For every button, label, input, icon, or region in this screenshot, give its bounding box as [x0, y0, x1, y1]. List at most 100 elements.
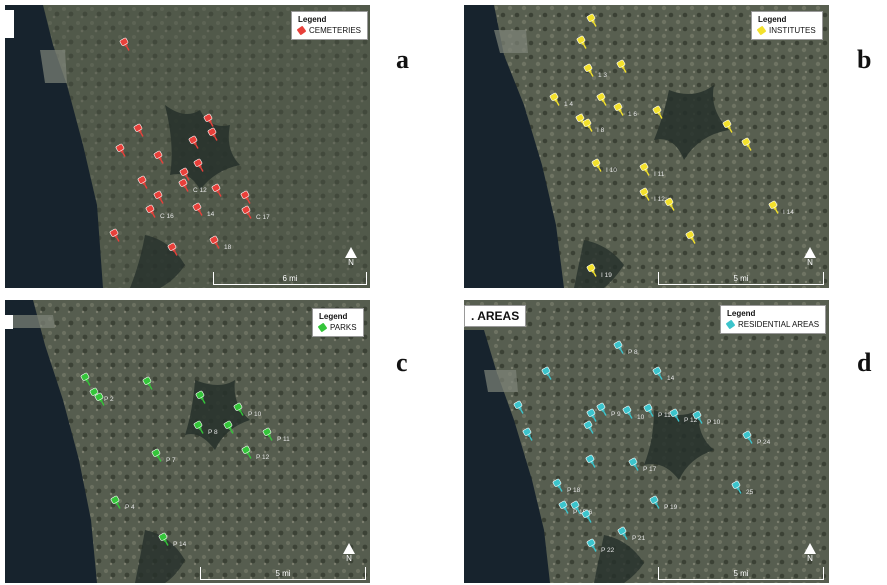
map-marker[interactable]: [207, 127, 220, 142]
map-marker[interactable]: [586, 13, 599, 28]
legend-entry: PARKS: [317, 322, 357, 333]
map-panel-cemeteries: C 12 14 C 16 C 17 18 Legend CEMETERIES N 6 m…: [5, 5, 370, 288]
map-marker[interactable]: [193, 158, 206, 173]
map-marker[interactable]: [513, 400, 526, 415]
marker-label: I 10: [606, 167, 617, 174]
map-marker[interactable]: [94, 392, 107, 407]
map-marker[interactable]: [192, 202, 205, 217]
legend-entry-label: PARKS: [330, 323, 357, 332]
map-marker[interactable]: [722, 119, 735, 134]
map-marker[interactable]: [613, 102, 626, 117]
marker-label: P 8: [208, 429, 218, 436]
map-marker[interactable]: [233, 402, 246, 417]
map-marker[interactable]: [119, 37, 132, 52]
map-marker[interactable]: [240, 190, 253, 205]
map-marker[interactable]: [203, 113, 216, 128]
map-marker[interactable]: [596, 92, 609, 107]
marker-label: P 22: [601, 547, 615, 554]
map-marker[interactable]: [628, 457, 641, 472]
map-marker[interactable]: [585, 454, 598, 469]
map-marker[interactable]: [262, 427, 275, 442]
map-marker[interactable]: [664, 197, 677, 212]
map-marker[interactable]: [80, 372, 93, 387]
map-marker[interactable]: [639, 187, 652, 202]
map-marker[interactable]: [153, 190, 166, 205]
marker-label: P 2: [104, 396, 114, 403]
map-marker[interactable]: [596, 402, 609, 417]
map-marker[interactable]: [137, 175, 150, 190]
map-marker[interactable]: [669, 408, 682, 423]
marker-label: I 19: [601, 272, 612, 279]
marker-label: P 10: [707, 419, 721, 426]
map-marker[interactable]: [549, 92, 562, 107]
marker-label: 14: [667, 375, 675, 382]
map-marker[interactable]: [522, 427, 535, 442]
map-marker[interactable]: [145, 204, 158, 219]
map-marker[interactable]: [583, 420, 596, 435]
north-arrow-icon: [343, 543, 355, 554]
map-marker[interactable]: [652, 105, 665, 120]
map-marker[interactable]: [643, 403, 656, 418]
map-marker[interactable]: [583, 63, 596, 78]
map-marker[interactable]: [241, 205, 254, 220]
map-marker[interactable]: [570, 500, 583, 515]
map-marker[interactable]: [179, 167, 192, 182]
map-marker[interactable]: [211, 183, 224, 198]
map-marker[interactable]: [158, 532, 171, 547]
panel-letter-a: a: [396, 45, 409, 74]
scale-bar: 5 mi: [200, 567, 366, 580]
map-marker[interactable]: [741, 137, 754, 152]
map-marker[interactable]: [652, 366, 665, 381]
map-marker[interactable]: [541, 366, 554, 381]
marker-label: P 8: [628, 349, 638, 356]
map-marker[interactable]: [649, 495, 662, 510]
map-marker[interactable]: [142, 376, 155, 391]
map-marker[interactable]: [151, 448, 164, 463]
map-marker[interactable]: [582, 118, 595, 133]
marker-label: P 24: [757, 439, 771, 446]
map-marker[interactable]: [241, 445, 254, 460]
map-marker[interactable]: [178, 178, 191, 193]
map-marker[interactable]: [576, 35, 589, 50]
map-marker[interactable]: [193, 420, 206, 435]
map-marker[interactable]: [586, 538, 599, 553]
markers-layer: C 12 14 C 16 C 17 18: [109, 37, 270, 257]
map-marker[interactable]: [622, 405, 635, 420]
marker-label: P 12: [256, 454, 270, 461]
map-marker[interactable]: [616, 59, 629, 74]
map-marker[interactable]: [586, 408, 599, 423]
marker-label: P 17: [643, 466, 657, 473]
map-marker[interactable]: [209, 235, 222, 250]
legend-entry: CEMETERIES: [296, 25, 361, 36]
map-marker[interactable]: [591, 158, 604, 173]
map-marker[interactable]: [685, 230, 698, 245]
map-marker[interactable]: [223, 420, 236, 435]
panel-letter-b: b: [857, 45, 872, 74]
map-marker[interactable]: [109, 228, 122, 243]
map-marker[interactable]: [586, 263, 599, 278]
map-marker[interactable]: [195, 390, 208, 405]
map-marker[interactable]: [742, 430, 755, 445]
map-marker[interactable]: [768, 200, 781, 215]
marker-label: 10: [637, 414, 645, 421]
map-marker[interactable]: [731, 480, 744, 495]
legend-title: Legend: [319, 312, 348, 321]
panel-letter-c: c: [396, 348, 408, 377]
map-marker[interactable]: [613, 340, 626, 355]
map-marker[interactable]: [153, 150, 166, 165]
map-marker[interactable]: [110, 495, 123, 510]
marker-label: I 11: [654, 171, 665, 178]
map-marker[interactable]: [617, 526, 630, 541]
marker-label: I 12: [654, 196, 665, 203]
map-marker[interactable]: [133, 123, 146, 138]
map-marker[interactable]: [639, 162, 652, 177]
map-marker[interactable]: [552, 478, 565, 493]
map-marker[interactable]: [167, 242, 180, 257]
scale-bar: 5 mi: [658, 567, 824, 580]
map-marker[interactable]: [115, 143, 128, 158]
map-marker[interactable]: [581, 509, 594, 524]
map-marker[interactable]: [188, 135, 201, 150]
map-marker[interactable]: [692, 410, 705, 425]
map-marker[interactable]: [558, 500, 571, 515]
markers-layer: 1 3 1 4 1 6 I 8 I 10 I 11 I 12 I 14 I 19: [549, 13, 794, 279]
